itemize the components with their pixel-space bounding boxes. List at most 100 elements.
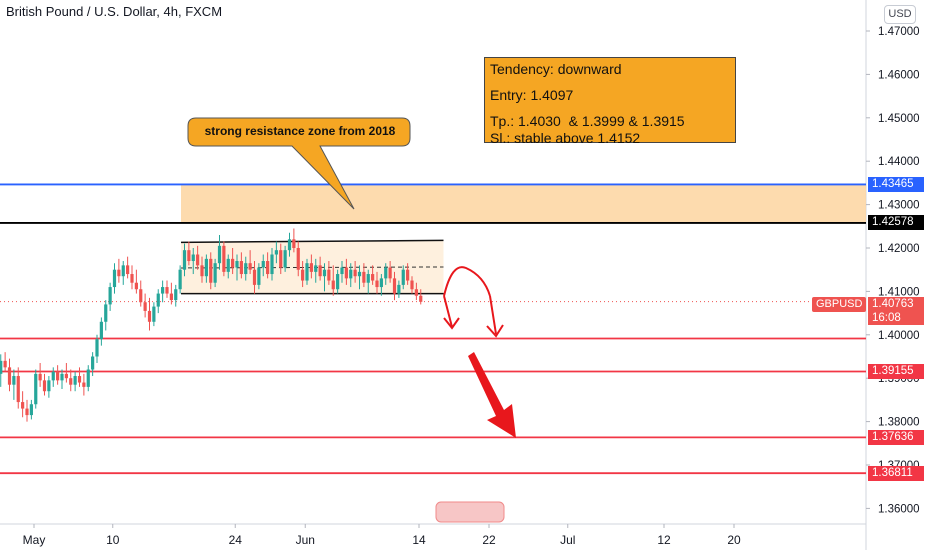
candle xyxy=(38,363,42,387)
take-profit-text: Tp.: 1.4030 & 1.3999 & 1.3915 xyxy=(490,113,685,129)
candle xyxy=(112,263,117,294)
candle xyxy=(3,352,7,372)
candle xyxy=(353,261,357,283)
level-price-label: 1.43465 xyxy=(868,176,924,192)
price-axis-label: 1.47000 xyxy=(878,26,920,38)
candle xyxy=(73,371,77,392)
candle xyxy=(69,369,73,392)
candle xyxy=(384,263,388,285)
candle xyxy=(239,252,243,279)
price-axis-label: 1.41000 xyxy=(878,286,920,298)
trade-info-box: Tendency: downward Entry: 1.4097 Tp.: 1.… xyxy=(484,57,736,146)
big-downward-arrow xyxy=(468,352,516,438)
price-axis-label: 1.38000 xyxy=(878,417,920,429)
candle xyxy=(182,243,187,277)
candle xyxy=(283,245,287,272)
price-axis-label: 1.42000 xyxy=(878,243,920,255)
candle xyxy=(161,280,165,303)
candle xyxy=(401,265,405,290)
candle xyxy=(196,245,200,270)
candle xyxy=(42,373,47,396)
candle xyxy=(419,289,423,305)
candle xyxy=(60,369,64,390)
candle xyxy=(178,265,182,294)
level-price-label: 1.36811 xyxy=(868,465,924,481)
candle xyxy=(104,300,108,331)
candle xyxy=(301,261,305,288)
candle xyxy=(108,282,112,311)
projection-arrowhead-left xyxy=(443,317,460,330)
candle xyxy=(99,317,103,346)
candle xyxy=(191,248,195,275)
candle xyxy=(34,369,38,409)
time-axis-label: Jul xyxy=(560,533,575,547)
resistance-callout-bubble xyxy=(187,117,411,210)
candle xyxy=(375,271,379,294)
candle xyxy=(169,282,173,305)
candle xyxy=(244,256,248,281)
candle xyxy=(222,241,226,277)
current-price-value: 1.40763 xyxy=(872,298,914,310)
candle xyxy=(292,228,296,253)
candle xyxy=(410,276,414,294)
projection-arrowhead-right xyxy=(486,324,504,338)
price-axis-label: 1.46000 xyxy=(878,69,920,81)
candle xyxy=(257,263,261,290)
candle xyxy=(7,358,12,392)
projection-path-left xyxy=(443,295,453,328)
candle xyxy=(274,241,278,264)
candle xyxy=(130,265,134,290)
currency-unit-button[interactable]: USD xyxy=(884,5,916,24)
time-axis-label: 12 xyxy=(657,533,671,547)
candle xyxy=(296,241,300,277)
symbol-badge: GBPUSD xyxy=(812,297,867,312)
candle xyxy=(152,302,156,327)
candle xyxy=(204,254,208,283)
candle xyxy=(165,280,169,298)
candle xyxy=(209,252,213,290)
candle xyxy=(309,254,313,279)
candle xyxy=(174,284,178,307)
candle xyxy=(117,258,121,283)
candle xyxy=(357,265,362,290)
candle xyxy=(371,265,375,285)
watermark-logo xyxy=(435,501,505,523)
time-axis-label: 10 xyxy=(106,533,120,547)
candle xyxy=(305,258,309,285)
price-axis-label: 1.36000 xyxy=(878,503,920,515)
candle xyxy=(248,250,252,275)
candle xyxy=(91,352,95,377)
level-price-label: 1.37636 xyxy=(868,429,924,445)
candle xyxy=(95,334,99,364)
resistance-zone xyxy=(181,184,866,223)
candle xyxy=(287,232,292,257)
time-axis-label: Jun xyxy=(296,533,315,547)
time-axis-label: 22 xyxy=(482,533,496,547)
time-axis-label: 14 xyxy=(412,533,426,547)
time-axis-label: 24 xyxy=(229,533,243,547)
level-price-label: 1.42578 xyxy=(868,215,924,231)
candle xyxy=(406,263,410,285)
candle xyxy=(12,369,16,400)
price-axis-label: 1.44000 xyxy=(878,156,920,168)
candle xyxy=(322,263,327,292)
candle xyxy=(217,234,222,270)
candle xyxy=(266,252,270,279)
time-axis-label: 20 xyxy=(727,533,741,547)
entry-text: Entry: 1.4097 xyxy=(490,87,574,103)
candle xyxy=(0,354,3,387)
candle xyxy=(134,269,138,294)
candle xyxy=(231,248,235,275)
candle xyxy=(414,282,418,301)
channel-top-line xyxy=(180,239,444,244)
candle xyxy=(344,258,348,285)
candle xyxy=(336,269,340,294)
candle xyxy=(139,280,143,307)
candle xyxy=(121,261,125,285)
candle xyxy=(51,367,55,387)
time-axis-label: May xyxy=(23,533,46,547)
stop-loss-text: Sl.: stable above 1.4152 xyxy=(490,130,641,146)
candle xyxy=(47,376,51,398)
candle xyxy=(318,256,322,281)
